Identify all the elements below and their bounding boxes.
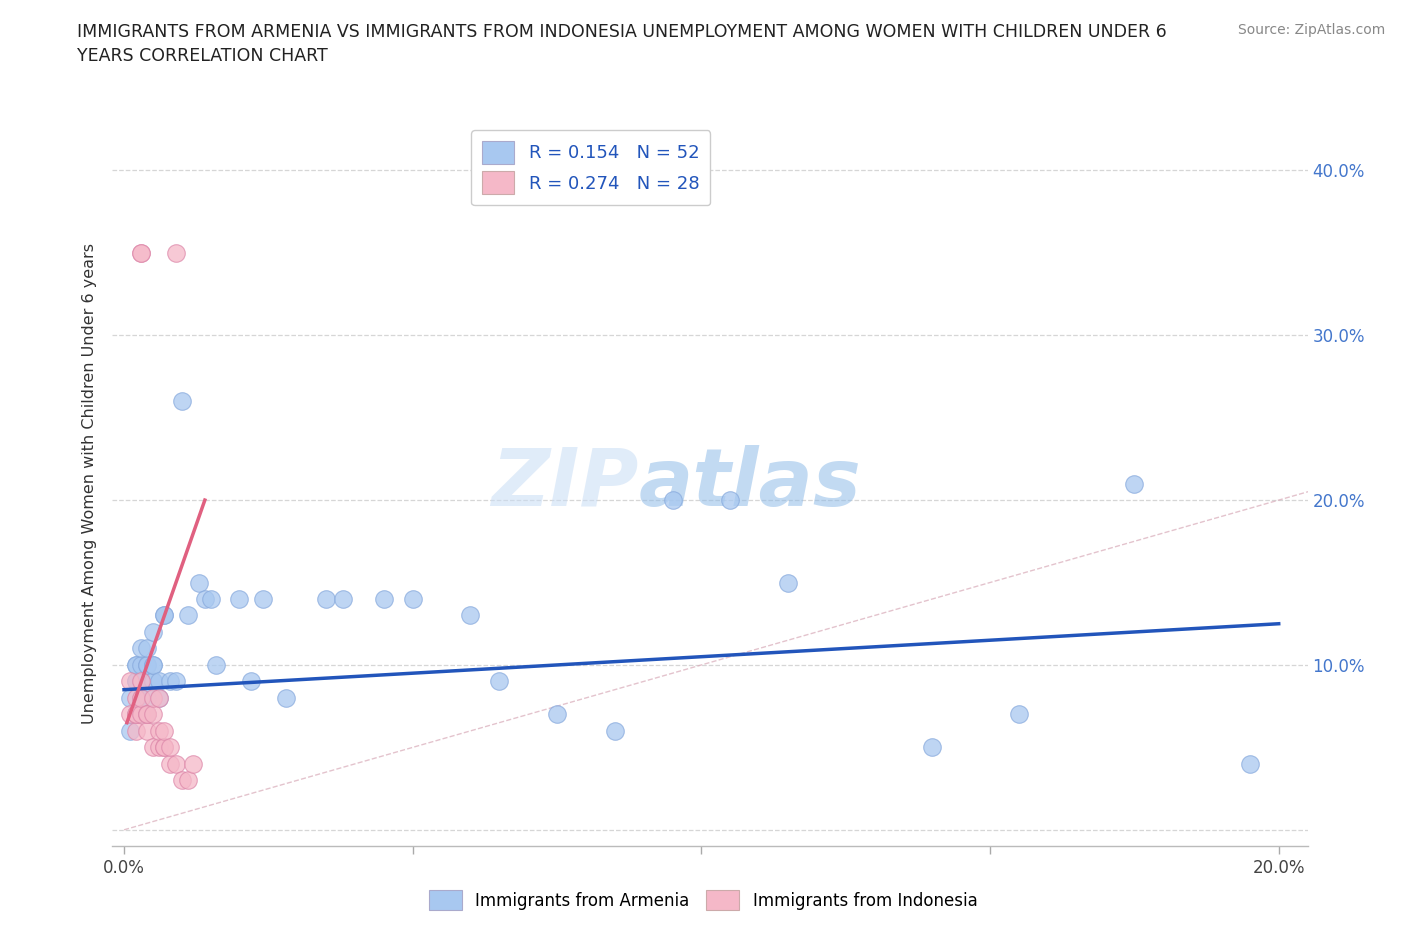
Point [124,707,146,722]
Point [200,591,222,606]
Point [142,690,165,705]
Point [176,773,198,788]
Text: Source: ZipAtlas.com: Source: ZipAtlas.com [1237,23,1385,37]
Point [148,690,170,705]
Text: atlas: atlas [638,445,860,523]
Point [124,674,146,689]
Point [718,493,741,508]
Point [131,674,153,689]
Point [205,658,228,672]
Point [153,608,176,623]
Legend: Immigrants from Armenia, Immigrants from Indonesia: Immigrants from Armenia, Immigrants from… [422,884,984,917]
Point [921,740,943,755]
Point [240,674,263,689]
Point [131,690,153,705]
Point [131,690,153,705]
Point [252,591,274,606]
Point [136,641,159,656]
Point [142,674,165,689]
Point [188,575,211,590]
Point [136,707,159,722]
Point [118,690,141,705]
Point [136,658,159,672]
Point [142,707,165,722]
Point [373,591,395,606]
Point [136,707,159,722]
Point [142,658,165,672]
Point [131,674,153,689]
Point [136,707,159,722]
Point [118,724,141,738]
Point [546,707,568,722]
Point [148,724,170,738]
Point [142,658,165,672]
Point [131,707,153,722]
Point [661,493,683,508]
Y-axis label: Unemployment Among Women with Children Under 6 years: Unemployment Among Women with Children U… [82,243,97,724]
Point [159,740,181,755]
Point [488,674,510,689]
Point [131,641,153,656]
Point [153,608,176,623]
Point [1123,476,1146,491]
Text: IMMIGRANTS FROM ARMENIA VS IMMIGRANTS FROM INDONESIA UNEMPLOYMENT AMONG WOMEN WI: IMMIGRANTS FROM ARMENIA VS IMMIGRANTS FR… [77,23,1167,65]
Point [1239,756,1261,771]
Point [148,690,170,705]
Point [124,707,146,722]
Point [402,591,425,606]
Point [776,575,799,590]
Point [148,674,170,689]
Point [131,246,153,260]
Point [170,393,193,408]
Text: ZIP: ZIP [491,445,638,523]
Point [118,707,141,722]
Point [136,724,159,738]
Point [228,591,250,606]
Point [603,724,626,738]
Point [460,608,482,623]
Point [124,724,146,738]
Point [181,756,204,771]
Point [142,674,165,689]
Point [124,658,146,672]
Point [170,773,193,788]
Point [274,690,297,705]
Point [136,690,159,705]
Point [118,674,141,689]
Point [136,658,159,672]
Point [131,658,153,672]
Point [332,591,354,606]
Point [153,740,176,755]
Point [142,625,165,640]
Point [176,608,198,623]
Point [1008,707,1031,722]
Point [124,707,146,722]
Point [165,674,187,689]
Point [153,724,176,738]
Point [124,674,146,689]
Point [315,591,337,606]
Point [159,756,181,771]
Point [165,246,187,260]
Point [159,674,181,689]
Point [148,740,170,755]
Point [124,658,146,672]
Point [165,756,187,771]
Point [124,690,146,705]
Point [153,740,176,755]
Point [142,740,165,755]
Legend: R = 0.154   N = 52, R = 0.274   N = 28: R = 0.154 N = 52, R = 0.274 N = 28 [471,130,710,206]
Point [194,591,217,606]
Point [131,246,153,260]
